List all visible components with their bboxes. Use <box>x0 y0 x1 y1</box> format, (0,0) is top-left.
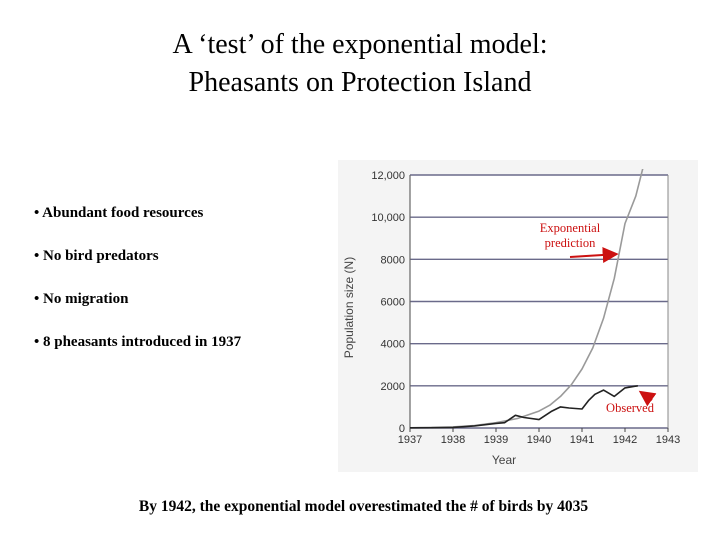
observed-arrow <box>638 390 657 407</box>
bullet-item: • No bird predators <box>34 248 159 264</box>
x-tick-label: 1938 <box>441 434 465 446</box>
y-tick-label: 10,000 <box>371 212 405 224</box>
x-axis-label: Year <box>492 453 516 467</box>
observed-line <box>410 385 639 429</box>
conclusion-text: By 1942, the exponential model overestim… <box>138 498 589 515</box>
observed-label: Observed <box>606 401 655 415</box>
y-tick-label: 12,000 <box>371 170 405 182</box>
exponential-arrow <box>569 246 619 263</box>
x-tick-label: 1942 <box>613 434 637 446</box>
y-tick-label: 8000 <box>381 254 405 266</box>
y-tick-label: 6000 <box>381 297 405 309</box>
x-tick-label: 1943 <box>656 434 680 446</box>
bullet-list: • Abundant food resources • No bird pred… <box>34 198 241 370</box>
exponential-prediction-label: Exponential prediction <box>540 221 601 250</box>
x-tick-label: 1939 <box>484 434 508 446</box>
x-tick-label: 1940 <box>527 434 551 446</box>
title-line-1: A ‘test’ of the exponential model: <box>172 29 548 60</box>
bullet-item: • Abundant food resources <box>34 205 204 221</box>
bullet-item: • No migration <box>34 291 129 307</box>
title-line-2: Pheasants on Protection Island <box>188 67 532 98</box>
slide-title: A ‘test’ of the exponential model: Pheas… <box>0 26 720 102</box>
y-tick-label: 2000 <box>381 381 405 393</box>
y-axis-label: Population size (N) <box>342 257 356 358</box>
y-tick-label: 0 <box>399 423 405 435</box>
bullet-item: • 8 pheasants introduced in 1937 <box>34 334 242 350</box>
x-tick-label: 1941 <box>570 434 594 446</box>
x-tick-label: 1937 <box>398 434 422 446</box>
y-tick-label: 4000 <box>381 339 405 351</box>
population-chart: 0 2000 4000 6000 8000 10,000 12,000 1937 1938 193… <box>338 160 698 472</box>
